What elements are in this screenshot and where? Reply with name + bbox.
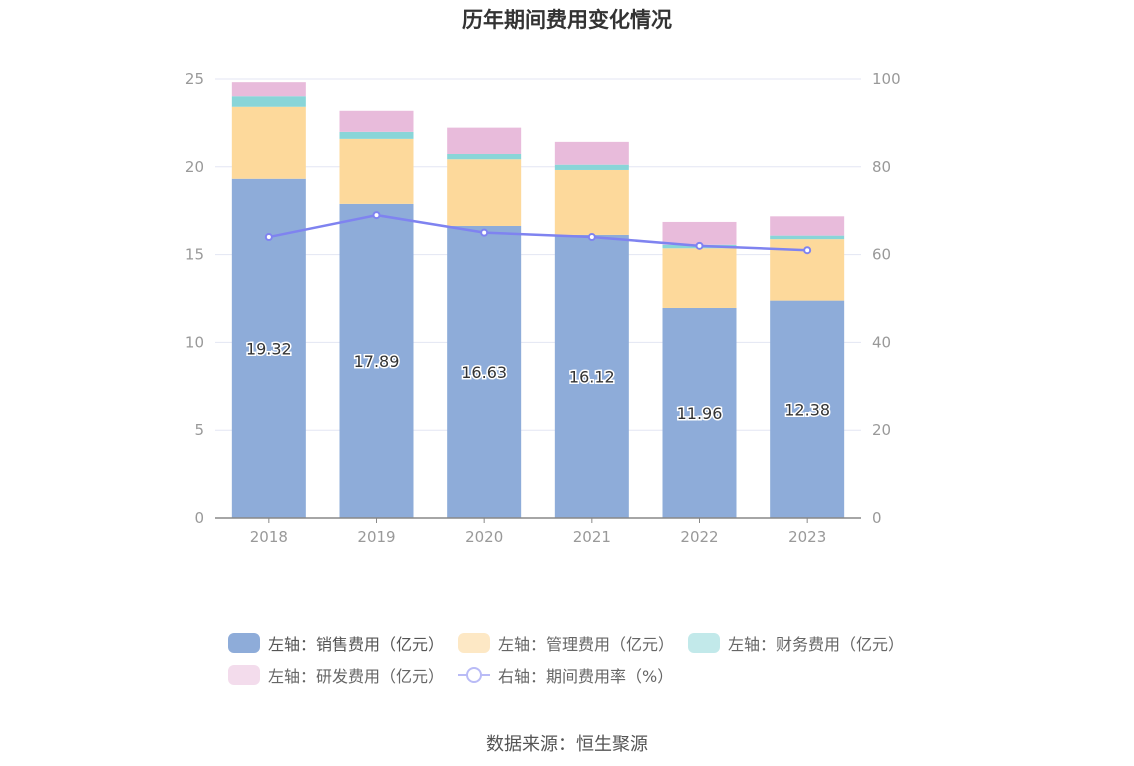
right-axis-tick-label: 60 xyxy=(872,246,891,264)
legend-swatch-sales xyxy=(228,633,260,653)
left-axis-tick-label: 20 xyxy=(185,158,204,176)
bar-rnd-2021 xyxy=(554,141,629,165)
x-axis-tick-label: 2020 xyxy=(465,528,503,546)
left-axis-tick-label: 25 xyxy=(185,70,204,88)
legend-item-rnd[interactable]: 左轴：研发费用（亿元） xyxy=(228,662,444,688)
data-label-sales: 17.89 xyxy=(354,352,400,371)
right-axis-ticks: 0 20 40 60 80 100 xyxy=(872,70,901,527)
bar-finance-2018 xyxy=(231,96,306,107)
bar-rnd-2022 xyxy=(662,221,737,245)
legend-label-ratio: 右轴：期间费用率（%） xyxy=(498,667,674,686)
ratio-line-series xyxy=(264,211,812,255)
legend-swatch-admin xyxy=(458,633,490,653)
left-axis-tick-label: 0 xyxy=(194,509,204,527)
left-axis-tick-label: 15 xyxy=(185,246,204,264)
x-axis-tick-label: 2019 xyxy=(357,528,395,546)
bar-rnd-2018 xyxy=(231,82,306,97)
right-axis-tick-label: 0 xyxy=(872,509,882,527)
bar-series xyxy=(231,82,845,519)
legend-label-sales: 左轴：销售费用（亿元） xyxy=(268,635,445,654)
bar-finance-2023 xyxy=(770,235,845,240)
bar-admin-2022 xyxy=(662,248,737,308)
source-note: 数据来源：恒生聚源 xyxy=(486,734,648,755)
x-axis-tick-label: 2022 xyxy=(680,528,718,546)
chart-title: 历年期间费用变化情况 xyxy=(462,8,672,32)
bar-finance-2019 xyxy=(339,131,414,139)
bar-finance-2020 xyxy=(447,153,522,160)
bar-admin-2018 xyxy=(231,106,306,179)
bar-sales-2020 xyxy=(447,225,522,518)
bar-admin-2021 xyxy=(554,169,629,235)
right-axis-tick-label: 20 xyxy=(872,421,891,439)
legend-item-finance[interactable]: 左轴：财务费用（亿元） xyxy=(688,630,904,656)
bar-sales-2023 xyxy=(770,300,845,518)
ratio-point-2018 xyxy=(264,233,273,242)
ratio-point-2023 xyxy=(803,246,812,255)
ratio-point-2022 xyxy=(695,241,704,250)
x-axis-tick-label: 2018 xyxy=(250,528,288,546)
data-label-sales: 11.96 xyxy=(677,404,723,423)
data-label-sales: 19.32 xyxy=(246,339,292,358)
left-axis-tick-label: 10 xyxy=(185,333,204,351)
left-axis-ticks: 0 5 10 15 20 25 xyxy=(185,70,204,527)
legend-swatch-finance xyxy=(688,633,720,653)
x-axis-tick-label: 2021 xyxy=(573,528,611,546)
legend-item-ratio[interactable]: 右轴：期间费用率（%） xyxy=(458,662,673,688)
right-axis-tick-label: 80 xyxy=(872,158,891,176)
bar-rnd-2019 xyxy=(339,110,414,132)
legend-line-icon xyxy=(458,665,490,685)
legend-swatch-rnd xyxy=(228,665,260,685)
bar-sales-2019 xyxy=(339,203,414,518)
bar-sales-2022 xyxy=(662,307,737,518)
bar-admin-2020 xyxy=(447,159,522,226)
legend-label-finance: 左轴：财务费用（亿元） xyxy=(728,635,905,654)
left-axis-tick-label: 5 xyxy=(194,421,204,439)
grid-lines xyxy=(215,78,861,431)
bar-finance-2021 xyxy=(554,164,629,170)
legend-label-rnd: 左轴：研发费用（亿元） xyxy=(268,667,445,686)
bar-sales-2021 xyxy=(554,234,629,518)
legend-item-admin[interactable]: 左轴：管理费用（亿元） xyxy=(458,630,674,656)
bar-rnd-2023 xyxy=(770,216,845,236)
data-label-sales: 16.12 xyxy=(569,367,615,386)
legend-item-sales[interactable]: 左轴：销售费用（亿元） xyxy=(228,630,444,656)
x-axis: 2018 2019 2020 2021 2022 2023 xyxy=(215,517,861,546)
data-labels: 19.32 17.89 16.63 16.12 11.96 12.38 xyxy=(244,338,831,425)
bar-rnd-2020 xyxy=(447,127,522,154)
ratio-point-2020 xyxy=(480,228,489,237)
data-label-sales: 16.63 xyxy=(461,363,507,382)
bar-admin-2019 xyxy=(339,138,414,204)
legend-label-admin: 左轴：管理费用（亿元） xyxy=(498,635,675,654)
ratio-point-2021 xyxy=(587,233,596,242)
right-axis-tick-label: 40 xyxy=(872,333,891,351)
x-axis-tick-label: 2023 xyxy=(788,528,826,546)
ratio-point-2019 xyxy=(372,211,381,220)
data-label-sales: 12.38 xyxy=(784,400,830,419)
right-axis-tick-label: 100 xyxy=(872,70,901,88)
ratio-line xyxy=(268,213,808,252)
